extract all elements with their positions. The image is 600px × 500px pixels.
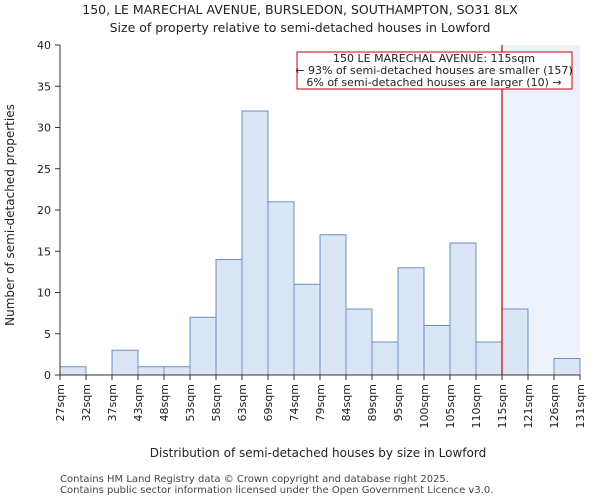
bar-89sqm: [371, 341, 399, 376]
y-tick-label: 15: [37, 245, 51, 258]
bar-105sqm: [449, 242, 477, 376]
x-tick-label: 27sqm: [54, 384, 67, 421]
x-tick-label: 84sqm: [340, 384, 353, 421]
x-tick-label: 110sqm: [470, 384, 483, 428]
x-tick-label: 100sqm: [418, 384, 431, 428]
x-tick-label: 63sqm: [236, 384, 249, 421]
x-tick-label: 43sqm: [132, 384, 145, 421]
x-tick-label: 121sqm: [522, 384, 535, 428]
bar-110sqm: [475, 341, 503, 376]
bar-58sqm: [215, 259, 243, 376]
x-tick-label: 95sqm: [392, 384, 405, 421]
x-tick-label: 48sqm: [158, 384, 171, 421]
y-tick-label: 0: [44, 369, 51, 382]
bar-115sqm: [501, 308, 529, 376]
x-tick-label: 79sqm: [314, 384, 327, 421]
y-tick-label: 40: [37, 39, 51, 52]
x-tick-label: 58sqm: [210, 384, 223, 421]
y-tick-label: 5: [44, 328, 51, 341]
x-tick-label: 89sqm: [366, 384, 379, 421]
annotation-line-3: 6% of semi-detached houses are larger (1…: [306, 76, 561, 89]
annotation-line-1: 150 LE MARECHAL AVENUE: 115sqm: [333, 52, 535, 65]
bar-43sqm: [137, 366, 165, 376]
x-tick-label: 115sqm: [496, 384, 509, 428]
x-tick-label: 69sqm: [262, 384, 275, 421]
y-tick-label: 30: [37, 122, 51, 135]
footer-licence: Contains public sector information licen…: [60, 485, 494, 496]
bar-53sqm: [189, 316, 217, 376]
y-tick-label: 35: [37, 80, 51, 93]
y-tick-label: 10: [37, 287, 51, 300]
y-tick-label: 25: [37, 163, 51, 176]
chart-title: 150, LE MARECHAL AVENUE, BURSLEDON, SOUT…: [82, 2, 518, 17]
bar-69sqm: [267, 201, 295, 376]
bar-74sqm: [293, 283, 321, 376]
x-tick-label: 32sqm: [80, 384, 93, 421]
y-axis-label: Number of semi-detached properties: [3, 104, 17, 326]
bar-126sqm: [553, 358, 581, 376]
x-axis-label: Distribution of semi-detached houses by …: [150, 446, 486, 460]
x-tick-label: 37sqm: [106, 384, 119, 421]
x-tick-label: 105sqm: [444, 384, 457, 428]
y-tick-label: 20: [37, 204, 51, 217]
bar-63sqm: [241, 110, 269, 376]
chart-subtitle: Size of property relative to semi-detach…: [110, 20, 491, 35]
bar-100sqm: [423, 325, 451, 376]
bar-84sqm: [345, 308, 373, 376]
bar-37sqm: [111, 349, 139, 376]
x-tick-label: 126sqm: [548, 384, 561, 428]
annotation-line-2: ← 93% of semi-detached houses are smalle…: [295, 64, 572, 77]
x-tick-label: 53sqm: [184, 384, 197, 421]
bar-48sqm: [163, 366, 191, 376]
bar-95sqm: [397, 267, 425, 376]
annotation-box: 150 LE MARECHAL AVENUE: 115sqm ← 93% of …: [295, 51, 573, 90]
footer-copyright: Contains HM Land Registry data © Crown c…: [60, 474, 449, 485]
bar-27sqm: [59, 366, 87, 376]
x-tick-label: 74sqm: [288, 384, 301, 421]
bar-79sqm: [319, 234, 347, 376]
annotation-border: [296, 51, 573, 90]
x-tick-label: 131sqm: [574, 384, 587, 428]
